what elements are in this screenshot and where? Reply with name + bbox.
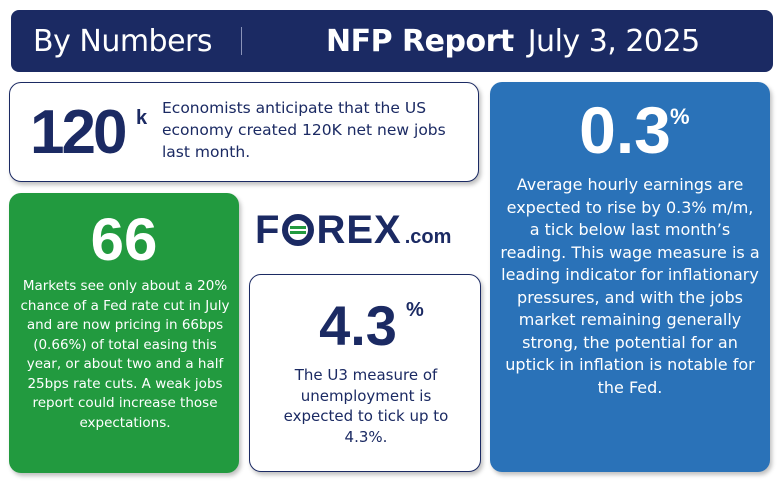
earnings-stat-suffix: % bbox=[670, 104, 690, 129]
rate-cut-stat-value: 66 bbox=[90, 206, 158, 273]
rate-cut-stat-text: Markets see only about a 20% chance of a… bbox=[20, 278, 230, 431]
earnings-stat-card: 0.3 % Average hourly earnings are expect… bbox=[490, 82, 770, 472]
section-title: By Numbers bbox=[33, 23, 213, 59]
jobs-stat-card: 120 k Economists anticipate that the US … bbox=[9, 82, 479, 182]
earnings-stat-text: Average hourly earnings are expected to … bbox=[500, 175, 760, 397]
earnings-stat-value: 0.3 bbox=[579, 93, 671, 167]
jobs-stat-suffix: k bbox=[136, 107, 148, 129]
jobs-stat-value: 120 bbox=[30, 98, 127, 167]
logo-word: F REX bbox=[255, 208, 402, 253]
report-date: July 3, 2025 bbox=[527, 23, 701, 59]
report-title: NFP Report bbox=[326, 23, 514, 59]
unemployment-stat-card: 4.3 % The U3 measure of unemployment is … bbox=[249, 274, 481, 472]
jobs-stat-text: Economists anticipate that the US econom… bbox=[162, 99, 446, 161]
logo-domain: .com bbox=[404, 226, 452, 248]
logo-letters-rex: REX bbox=[316, 208, 402, 252]
header-divider bbox=[241, 27, 242, 55]
logo-o-icon bbox=[282, 214, 315, 246]
logo-letter-f: F bbox=[255, 208, 281, 252]
unemployment-stat-value: 4.3 bbox=[319, 294, 397, 357]
forex-logo: F REX .com bbox=[255, 208, 475, 254]
header-banner: By Numbers NFP Report July 3, 2025 bbox=[11, 10, 773, 72]
unemployment-stat-text: The U3 measure of unemployment is expect… bbox=[283, 366, 449, 446]
unemployment-stat-suffix: % bbox=[406, 299, 424, 321]
rate-cut-stat-card: 66 Markets see only about a 20% chance o… bbox=[9, 193, 239, 473]
